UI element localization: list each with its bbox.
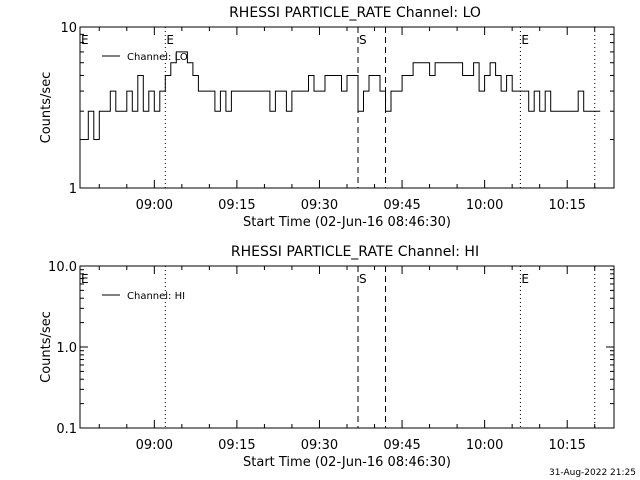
legend-entry: Channel: LO bbox=[127, 52, 188, 63]
x-tick-label: 09:00 bbox=[136, 198, 173, 213]
x-axis-title: Start Time (02-Jun-16 08:46:30) bbox=[243, 455, 451, 470]
plot-timestamp: 31-Aug-2022 21:25 bbox=[549, 468, 636, 478]
y-tick-label: 1 bbox=[69, 182, 77, 197]
panel-lo: RHESSI PARTICLE_RATE Channel: LO Start Ti… bbox=[39, 5, 615, 230]
y-tick-label: 1.0 bbox=[56, 341, 77, 356]
chart-title: RHESSI PARTICLE_RATE Channel: LO bbox=[229, 5, 481, 21]
chart-title: RHESSI PARTICLE_RATE Channel: HI bbox=[231, 244, 479, 260]
y-tick-label: 10.0 bbox=[48, 260, 77, 275]
event-marker-label: E bbox=[521, 33, 529, 47]
event-marker-label: S bbox=[359, 33, 367, 47]
event-marker-label: S bbox=[359, 272, 367, 286]
x-tick-label: 09:15 bbox=[218, 198, 255, 213]
y-axis-title: Counts/sec bbox=[39, 72, 54, 144]
x-tick-label: 10:15 bbox=[548, 198, 585, 213]
event-marker-label: E bbox=[166, 33, 174, 47]
x-tick-label: 10:00 bbox=[466, 438, 503, 453]
series-line-lo bbox=[82, 51, 601, 140]
x-tick-label: 10:15 bbox=[548, 438, 585, 453]
x-tick-label: 09:30 bbox=[301, 198, 338, 213]
corner-marker-label: E bbox=[81, 272, 89, 286]
event-marker-label: E bbox=[521, 272, 529, 286]
corner-marker-label: E bbox=[81, 33, 89, 47]
y-tick-label: 0.1 bbox=[56, 422, 77, 437]
x-tick-label: 09:45 bbox=[383, 198, 420, 213]
x-tick-label: 09:30 bbox=[301, 438, 338, 453]
panel-hi: RHESSI PARTICLE_RATE Channel: HI Start Ti… bbox=[39, 244, 615, 470]
y-tick-label: 10 bbox=[60, 21, 77, 36]
y-axis-title: Counts/sec bbox=[39, 311, 54, 383]
legend-entry: Channel: HI bbox=[127, 291, 185, 302]
x-tick-label: 09:00 bbox=[136, 438, 173, 453]
x-axis-title: Start Time (02-Jun-16 08:46:30) bbox=[243, 215, 451, 230]
x-tick-label: 10:00 bbox=[466, 198, 503, 213]
x-tick-label: 09:45 bbox=[383, 438, 420, 453]
x-tick-label: 09:15 bbox=[218, 438, 255, 453]
